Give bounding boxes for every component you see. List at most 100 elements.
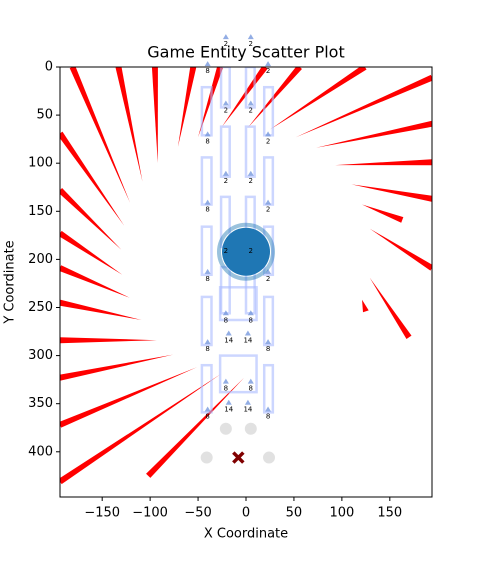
spike <box>335 159 432 166</box>
zone-box <box>244 67 256 109</box>
y-tick-label: 200 <box>28 252 53 267</box>
marker-label: 2 <box>249 107 253 115</box>
target <box>232 451 245 464</box>
ghost <box>263 451 276 464</box>
marker-label: 8 <box>205 275 209 283</box>
spike <box>315 120 432 148</box>
y-tick-label: 250 <box>28 300 53 315</box>
marker <box>247 310 254 316</box>
zone-box <box>262 156 275 206</box>
spike <box>60 337 157 344</box>
spike <box>115 67 143 182</box>
spike <box>60 131 125 226</box>
y-tick-label: 350 <box>28 396 53 411</box>
marker <box>247 34 254 40</box>
marker <box>265 131 272 137</box>
marker-label: 2 <box>224 247 228 255</box>
marker-label: 8 <box>205 137 209 145</box>
marker <box>247 170 254 176</box>
marker-label: 2 <box>266 206 270 214</box>
marker-label: 8 <box>205 67 209 75</box>
marker <box>204 268 211 274</box>
spike <box>369 228 432 271</box>
marker-label: 8 <box>249 316 253 324</box>
marker <box>222 170 229 176</box>
marker-label: 2 <box>224 177 228 185</box>
spike <box>295 74 432 138</box>
zone-box <box>200 225 213 277</box>
marker-label: 8 <box>205 206 209 214</box>
marker-label: 2 <box>249 177 253 185</box>
spike <box>362 204 404 223</box>
spike <box>60 187 122 250</box>
marker <box>225 330 232 336</box>
overlay: 8 8 8 8 8 8 2 2 2 2 8 8 2 2 2 2 8 8 2 2 2 2 8 8 14 14 14 14 <box>204 34 272 420</box>
spike <box>60 299 142 320</box>
marker <box>204 61 211 67</box>
marker <box>204 131 211 137</box>
spike <box>369 277 412 339</box>
marker <box>222 100 229 106</box>
y-tick-label: 400 <box>28 444 53 459</box>
y-axis-label: Y Coordinate <box>3 240 18 324</box>
marker-label: 8 <box>205 345 209 353</box>
marker <box>244 399 251 405</box>
marker-label: 2 <box>266 275 270 283</box>
marker-label: 2 <box>224 107 228 115</box>
marker <box>204 406 211 412</box>
marker <box>204 199 211 205</box>
ghost <box>244 422 257 435</box>
x-tick-label: 50 <box>286 506 303 521</box>
spike <box>60 230 123 275</box>
spike <box>177 67 197 147</box>
plot-area <box>60 67 432 485</box>
ghost <box>219 422 232 435</box>
marker-label: 8 <box>224 385 228 393</box>
y-tick-label: 300 <box>28 348 53 363</box>
x-tick-label: −150 <box>84 506 120 521</box>
marker-label: 8 <box>205 412 209 420</box>
marker-label: 8 <box>224 316 228 324</box>
zone-box <box>219 125 231 178</box>
x-tick-label: −100 <box>132 506 168 521</box>
spike <box>362 299 369 313</box>
marker-label: 2 <box>224 40 228 48</box>
x-tick-label: 0 <box>242 506 250 521</box>
marker-label: 14 <box>243 406 252 414</box>
y-tick-label: 0 <box>45 60 53 75</box>
marker <box>204 339 211 345</box>
ghost <box>200 451 213 464</box>
zone-box <box>200 295 213 347</box>
spike <box>69 67 130 203</box>
spike <box>269 67 367 130</box>
marker-label: 2 <box>266 137 270 145</box>
zone-box <box>218 286 258 322</box>
marker-label: 8 <box>266 345 270 353</box>
player <box>222 227 270 276</box>
chart-title: Game Entity Scatter Plot <box>147 43 344 62</box>
spike <box>351 184 432 202</box>
marker-label: 2 <box>249 247 253 255</box>
x-tick-label: 150 <box>377 506 402 521</box>
player-halo <box>217 222 275 281</box>
spike <box>146 377 245 478</box>
marker-label: 2 <box>249 40 253 48</box>
zone-box <box>218 354 258 394</box>
zone-box <box>219 67 231 109</box>
marker <box>265 268 272 274</box>
zone-box <box>200 156 213 206</box>
marker <box>265 61 272 67</box>
marker <box>265 199 272 205</box>
spike <box>151 67 158 164</box>
spike <box>60 367 198 428</box>
marker <box>265 406 272 412</box>
y-tick-label: 50 <box>36 108 53 123</box>
zone-box <box>244 125 256 178</box>
x-tick-label: 100 <box>329 506 354 521</box>
marker <box>225 399 232 405</box>
marker-label: 8 <box>249 385 253 393</box>
marker-label: 14 <box>224 406 233 414</box>
marker-label: 14 <box>243 336 252 344</box>
marker <box>222 310 229 316</box>
